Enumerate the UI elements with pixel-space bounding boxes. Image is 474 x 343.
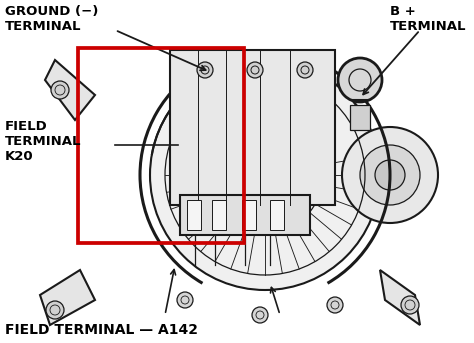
Circle shape: [247, 62, 263, 78]
Circle shape: [237, 147, 293, 203]
Text: FIELD TERMINAL — A142: FIELD TERMINAL — A142: [5, 323, 198, 337]
Circle shape: [51, 81, 69, 99]
Text: TERMINAL: TERMINAL: [390, 20, 466, 33]
Circle shape: [360, 145, 420, 205]
Text: TERMINAL: TERMINAL: [5, 135, 82, 148]
Circle shape: [150, 60, 380, 290]
Bar: [350, 105, 370, 130]
FancyBboxPatch shape: [170, 50, 335, 205]
Circle shape: [197, 62, 213, 78]
Bar: [242, 200, 256, 230]
Bar: [187, 200, 201, 230]
Circle shape: [327, 297, 343, 313]
Polygon shape: [380, 270, 420, 325]
Bar: [78, 48, 244, 243]
Circle shape: [46, 301, 64, 319]
Bar: [212, 200, 226, 230]
Polygon shape: [40, 270, 95, 325]
Circle shape: [177, 292, 193, 308]
Text: GROUND (−): GROUND (−): [5, 5, 99, 18]
Circle shape: [252, 307, 268, 323]
Circle shape: [251, 161, 279, 189]
Text: K20: K20: [5, 150, 34, 163]
Circle shape: [342, 127, 438, 223]
Circle shape: [297, 62, 313, 78]
Circle shape: [338, 58, 382, 102]
Circle shape: [375, 160, 405, 190]
Polygon shape: [45, 60, 95, 120]
FancyBboxPatch shape: [180, 195, 310, 235]
Text: FIELD: FIELD: [5, 120, 48, 133]
Text: TERMINAL: TERMINAL: [5, 20, 82, 33]
Bar: [270, 200, 284, 230]
Circle shape: [401, 296, 419, 314]
Text: B +: B +: [390, 5, 416, 18]
